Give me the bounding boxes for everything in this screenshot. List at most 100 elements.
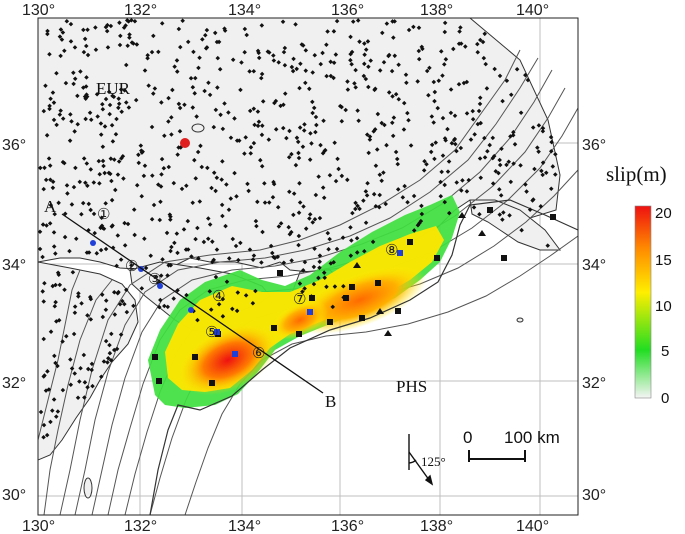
gnss-station-marker	[73, 236, 79, 242]
slip-peak-center	[271, 300, 329, 340]
gnss-station-marker	[256, 55, 262, 61]
gnss-station-marker	[43, 177, 49, 183]
gnss-station-marker	[328, 261, 334, 266]
gnss-station-marker	[296, 210, 302, 215]
gnss-station-marker	[68, 112, 73, 117]
gnss-station-marker	[110, 139, 116, 144]
gnss-station-marker	[328, 73, 334, 79]
gnss-station-marker	[118, 257, 124, 262]
gnss-station-marker	[113, 131, 119, 137]
gnss-station-marker	[497, 157, 502, 163]
gnss-station-marker	[62, 234, 68, 240]
gnss-station-marker	[289, 64, 295, 70]
gnss-station-marker	[103, 96, 109, 102]
nankai-trough	[149, 199, 578, 515]
gnss-station-marker	[230, 306, 235, 312]
gnss-station-marker	[271, 254, 276, 260]
gnss-station-marker	[107, 350, 113, 356]
colorbar-tick-5: 5	[661, 343, 669, 360]
gnss-station-marker	[411, 193, 417, 199]
gnss-station-marker	[317, 259, 322, 264]
gnss-station-marker	[439, 49, 444, 54]
gnss-station-marker	[390, 120, 395, 125]
gnss-station-marker	[68, 357, 73, 362]
gnss-station-marker	[442, 29, 448, 35]
gnss-station-marker	[448, 110, 454, 116]
gnss-station-marker	[117, 20, 122, 25]
gnss-station-marker	[242, 50, 247, 55]
gnss-station-marker	[339, 173, 345, 179]
gnss-station-marker	[50, 185, 56, 191]
gnss-station-marker	[127, 32, 132, 37]
gnss-station-marker	[247, 108, 253, 114]
gnss-station-marker	[287, 231, 293, 237]
gnss-station-marker	[108, 23, 114, 29]
gnss-station-marker	[300, 289, 305, 294]
gnss-station-marker	[139, 286, 145, 291]
gnss-station-marker	[252, 122, 257, 128]
gnss-station-marker	[348, 225, 353, 230]
gnss-station-marker	[194, 114, 199, 119]
gnss-station-marker	[317, 253, 323, 258]
gnss-station-marker	[166, 119, 171, 124]
gnss-station-marker	[497, 187, 502, 192]
gnss-station-marker	[88, 117, 94, 123]
gnss-station-marker	[391, 35, 396, 40]
plate-label-phs: PHS	[396, 377, 427, 396]
gnss-station-marker	[454, 148, 459, 154]
gnss-station-marker	[341, 284, 346, 289]
gnss-station-marker	[159, 100, 164, 105]
gnss-station-marker	[276, 60, 281, 65]
gnss-station-marker	[122, 301, 127, 307]
gnss-station-marker	[290, 68, 296, 74]
seafloor-station-marker	[209, 380, 215, 386]
gnss-station-marker	[93, 47, 99, 53]
gnss-station-marker	[377, 68, 383, 73]
lon-top-5: 138°	[420, 2, 453, 19]
gnss-station-marker	[373, 163, 379, 169]
gnss-station-marker	[260, 229, 265, 235]
gnss-station-marker	[100, 158, 106, 164]
gnss-station-marker	[311, 264, 317, 270]
gnss-station-marker	[322, 147, 328, 153]
gnss-station-marker	[294, 135, 300, 141]
seafloor-station-marker	[359, 315, 365, 321]
gnss-station-marker	[239, 60, 244, 65]
gnss-station-marker	[354, 250, 360, 255]
gnss-station-marker	[101, 163, 106, 169]
gnss-station-marker	[126, 105, 132, 110]
gnss-station-marker	[396, 96, 402, 102]
gnss-station-marker	[419, 203, 424, 209]
seafloor-station-marker	[296, 331, 302, 337]
gnss-station-marker	[85, 27, 90, 33]
gnss-station-marker	[102, 170, 107, 176]
gnss-station-marker	[317, 265, 322, 271]
gnss-station-marker	[220, 314, 226, 319]
colorbar-tick-20: 20	[655, 205, 672, 222]
gnss-station-marker	[116, 105, 121, 111]
gnss-station-marker	[148, 253, 153, 258]
gnss-station-marker	[132, 18, 138, 24]
gnss-station-marker	[182, 102, 187, 108]
seafloor-station-marker	[271, 325, 277, 331]
gnss-station-marker	[416, 25, 422, 30]
gnss-station-marker	[439, 169, 444, 175]
gnss-station-marker	[100, 314, 106, 320]
gnss-station-marker	[54, 70, 59, 76]
gnss-station-marker	[174, 58, 180, 63]
seafloor-stations	[152, 207, 556, 386]
gnss-station-marker	[43, 83, 48, 88]
scale-bar	[468, 450, 526, 462]
gnss-station-marker	[281, 260, 287, 266]
gnss-station-marker	[484, 86, 490, 91]
gnss-station-marker	[328, 59, 333, 65]
gnss-station-marker	[81, 156, 87, 161]
gnss-station-marker	[307, 216, 312, 221]
azimuth-indicator	[408, 434, 434, 486]
lat-left-2: 34°	[2, 257, 26, 274]
gnss-station-marker	[332, 140, 337, 145]
gnss-station-marker	[445, 169, 451, 174]
island-south	[83, 477, 93, 499]
seafloor-station-marker	[192, 354, 198, 360]
gnss-station-marker	[278, 221, 284, 226]
